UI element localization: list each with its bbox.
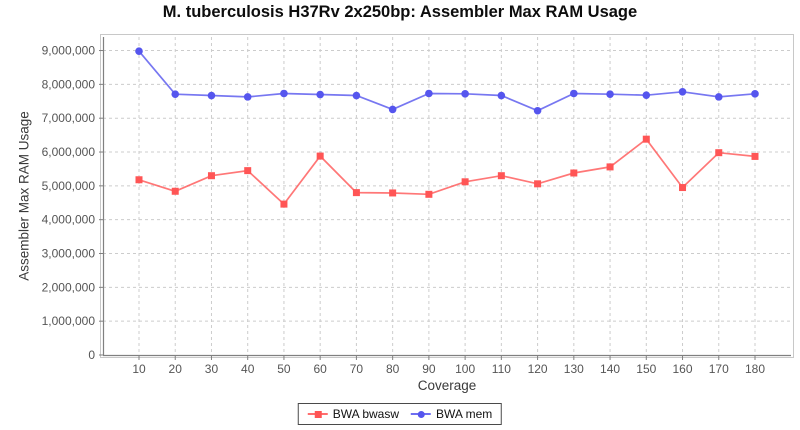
data-point-square [135,176,143,184]
x-tick-label: 110 [492,362,511,376]
data-point-square [244,167,252,175]
data-point-square [751,152,759,160]
x-tick-label: 20 [169,362,183,376]
series-line-bwa-mem [138,50,756,112]
data-point-square [606,163,614,171]
data-point-square [207,172,215,180]
x-tick-label: 180 [745,362,765,376]
data-point-square [497,172,505,180]
data-point-circle [497,91,506,100]
data-point-square [715,149,723,157]
data-point-circle [533,106,542,115]
x-tick-label: 160 [673,362,693,376]
data-point-circle [135,47,143,56]
data-point-square [389,189,397,197]
y-tick-label: 5,000,000 [42,179,96,193]
x-tick-label: 130 [564,362,584,376]
data-point-square [425,190,433,198]
chart-legend: BWA bwasw BWA mem [297,403,503,425]
square-marker-icon [307,409,328,419]
x-tick-label: 140 [600,362,620,376]
legend-label: BWA bwasw [332,407,400,421]
x-tick-label: 30 [205,362,219,376]
data-point-square [352,189,360,197]
data-point-circle [642,91,651,99]
y-tick-label: 9,000,000 [42,44,96,58]
data-point-circle [461,90,469,98]
y-tick-label: 7,000,000 [42,111,96,125]
x-tick-label: 70 [350,362,364,376]
legend-item-bwa-mem: BWA mem [411,408,492,420]
data-point-square [679,184,687,192]
series-line-bwa-bwasw [138,138,756,206]
data-point-circle [243,93,252,101]
legend-item-bwa-bwasw: BWA bwasw [307,407,400,421]
data-point-square [316,152,324,160]
data-point-circle [570,89,578,98]
data-point-circle [207,91,216,100]
data-point-circle [714,93,723,101]
x-tick-label: 10 [132,362,146,376]
y-tick-label: 0 [88,348,95,362]
x-tick-label: 60 [313,362,327,376]
chart-title: M. tuberculosis H37Rv 2x250bp: Assembler… [162,3,638,21]
y-tick-label: 4,000,000 [42,213,96,227]
x-tick-label: 90 [422,362,436,376]
legend-label: BWA mem [436,407,493,421]
y-tick-label: 3,000,000 [42,247,96,261]
x-tick-label: 120 [528,362,548,376]
y-tick-label: 2,000,000 [42,280,96,294]
y-tick-label: 1,000,000 [42,314,96,328]
circle-marker-icon [411,409,432,419]
data-point-circle [425,89,433,98]
data-point-square [642,135,650,143]
data-point-square [280,200,288,208]
data-point-circle [352,91,361,100]
data-point-square [534,180,542,188]
plot-border [100,34,794,358]
data-point-square [171,187,179,195]
x-axis-label: Coverage [417,378,477,393]
data-point-circle [316,90,324,99]
data-point-circle [388,105,397,114]
x-tick-label: 170 [709,362,729,376]
x-tick-label: 80 [386,362,400,376]
x-tick-label: 50 [277,362,291,376]
data-point-square [570,169,578,177]
x-tick-label: 40 [241,362,255,376]
data-point-circle [678,88,687,96]
data-point-square [461,178,469,186]
x-tick-label: 100 [455,362,475,376]
data-point-circle [171,90,180,98]
x-tick-label: 150 [636,362,656,376]
data-point-circle [280,89,288,98]
data-point-circle [606,90,614,98]
y-tick-label: 6,000,000 [42,145,96,159]
y-tick-label: 8,000,000 [42,77,96,91]
data-point-circle [751,90,759,98]
